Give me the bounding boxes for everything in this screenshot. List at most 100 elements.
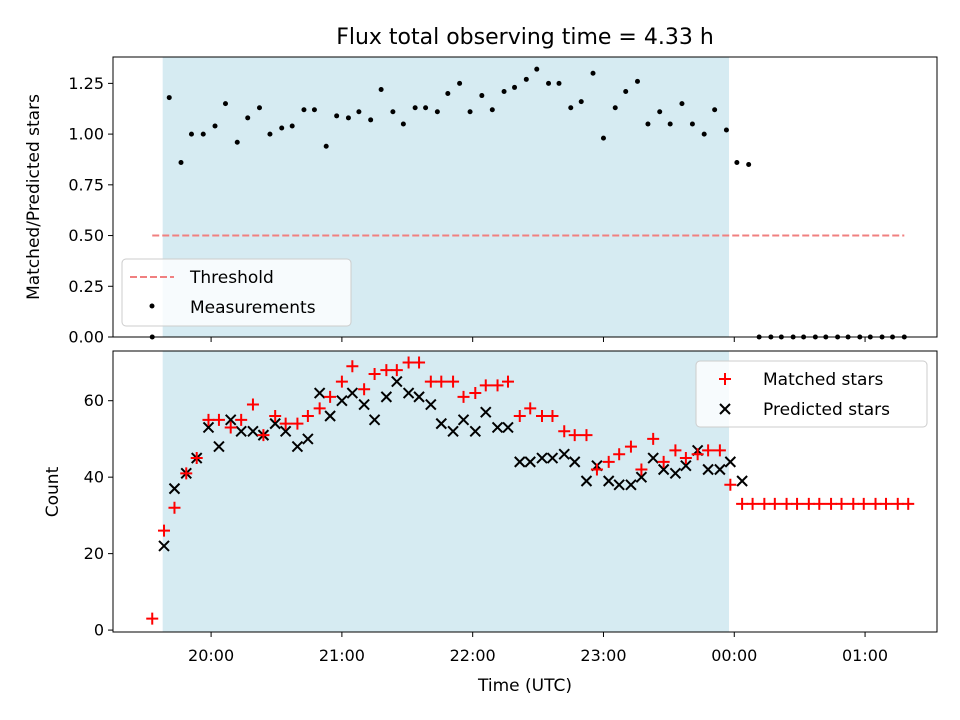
measurement-point <box>400 121 406 127</box>
x-tick-label: 01:00 <box>842 646 888 665</box>
predicted-star-point <box>391 375 403 388</box>
predicted-star-point <box>625 479 637 491</box>
measurement-point <box>368 117 374 123</box>
matched-star-point <box>324 390 337 403</box>
measurement-point <box>534 66 540 72</box>
matched-star-point <box>613 448 626 461</box>
matched-star-point <box>546 409 559 422</box>
measurement-point <box>423 105 429 111</box>
predicted-star-point <box>158 540 170 552</box>
predicted-star-point <box>524 456 536 468</box>
measurement-point <box>623 88 629 94</box>
predicted-star-point <box>269 417 281 430</box>
matched-star-point <box>802 497 815 510</box>
x-axis-label: Time (UTC) <box>477 676 572 696</box>
matched-star-point <box>313 402 326 415</box>
observing-window-bottom <box>162 351 730 632</box>
count-panel <box>146 356 915 625</box>
measurement-point <box>445 91 451 97</box>
measurement-point <box>279 125 285 131</box>
predicted-star-point <box>714 463 726 476</box>
matched-star-point <box>902 497 915 510</box>
measurement-point <box>657 109 663 115</box>
measurement-point <box>701 131 707 137</box>
matched-star-point <box>269 409 282 422</box>
predicted-star-point <box>702 463 714 476</box>
ratio-y-tick-label: 0.00 <box>68 328 104 347</box>
matched-star-point <box>212 413 225 426</box>
matched-star-point <box>390 364 403 377</box>
ratio-y-tick-label: 1.25 <box>68 74 104 93</box>
matched-star-point <box>536 409 549 422</box>
measurement-point <box>679 101 685 107</box>
matched-star-point <box>246 398 259 411</box>
legend-matched-label: Matched stars <box>763 370 883 390</box>
ratio-axes-frame <box>112 56 938 338</box>
measurement-point <box>378 86 384 92</box>
matched-star-point <box>702 444 715 457</box>
measurement-point <box>523 76 529 82</box>
predicted-star-point <box>368 414 381 426</box>
matched-star-point <box>469 387 482 400</box>
measurement-point <box>188 131 194 137</box>
predicted-star-point <box>469 425 482 437</box>
matched-star-point <box>624 440 637 453</box>
measurement-point <box>200 131 206 137</box>
predicted-star-point <box>302 433 314 445</box>
measurement-point <box>734 160 740 166</box>
measurement-point <box>222 101 228 107</box>
measurement-point <box>390 109 396 115</box>
count-y-tick-label: 60 <box>84 391 104 410</box>
matched-star-point <box>447 375 460 388</box>
count-legend-box <box>695 360 928 428</box>
measurement-point <box>645 121 651 127</box>
measurement-point <box>590 70 596 76</box>
matched-star-point <box>335 375 348 388</box>
measurement-point <box>434 109 440 115</box>
matched-star-point <box>202 413 215 426</box>
legend-predicted-label: Predicted stars <box>763 400 890 420</box>
matched-star-point <box>724 478 737 491</box>
predicted-star-point <box>536 452 548 464</box>
measurement-point <box>501 88 507 94</box>
matched-star-point <box>780 497 793 510</box>
x-tick-label: 00:00 <box>711 646 757 665</box>
measurement-point <box>667 121 673 127</box>
matched-star-point <box>180 467 193 480</box>
count-y-ticks: 0 20 40 60 <box>84 391 113 640</box>
predicted-star-point <box>635 471 648 483</box>
predicted-star-point <box>168 482 181 495</box>
ratio-y-axis-label: Matched/Predicted stars <box>24 94 44 300</box>
measurement-point <box>689 121 695 127</box>
count-axes-frame <box>112 350 938 633</box>
matched-star-point <box>501 375 514 388</box>
predicted-star-point <box>514 456 526 468</box>
matched-star-point <box>346 360 359 373</box>
predicted-star-point <box>413 391 425 403</box>
matched-star-point <box>669 444 682 457</box>
predicted-star-point <box>558 448 570 460</box>
measurement-point <box>556 80 562 86</box>
ratio-legend-box <box>121 258 352 327</box>
matched-star-point <box>691 448 704 461</box>
matched-star-point <box>491 379 504 392</box>
measurement-point <box>256 105 262 111</box>
predicted-star-point <box>457 414 470 426</box>
matched-star-point <box>647 432 660 445</box>
legend-predicted-swatch <box>719 403 731 415</box>
measurement-point <box>356 109 362 115</box>
measurement-point <box>634 78 640 84</box>
measurement-point <box>245 115 251 121</box>
matched-star-point <box>279 417 292 430</box>
predicted-star-point <box>202 421 215 434</box>
ratio-y-tick-label: 0.75 <box>68 175 104 194</box>
measurement-point <box>178 160 184 166</box>
legend-measurements-swatch <box>149 303 155 309</box>
predicted-star-point <box>402 387 415 399</box>
matched-star-point <box>413 356 426 369</box>
matched-star-point <box>835 497 848 510</box>
matched-star-point <box>746 497 759 510</box>
matched-star-point <box>713 444 726 457</box>
measurement-point <box>311 107 317 113</box>
predicted-star-point <box>225 414 237 426</box>
